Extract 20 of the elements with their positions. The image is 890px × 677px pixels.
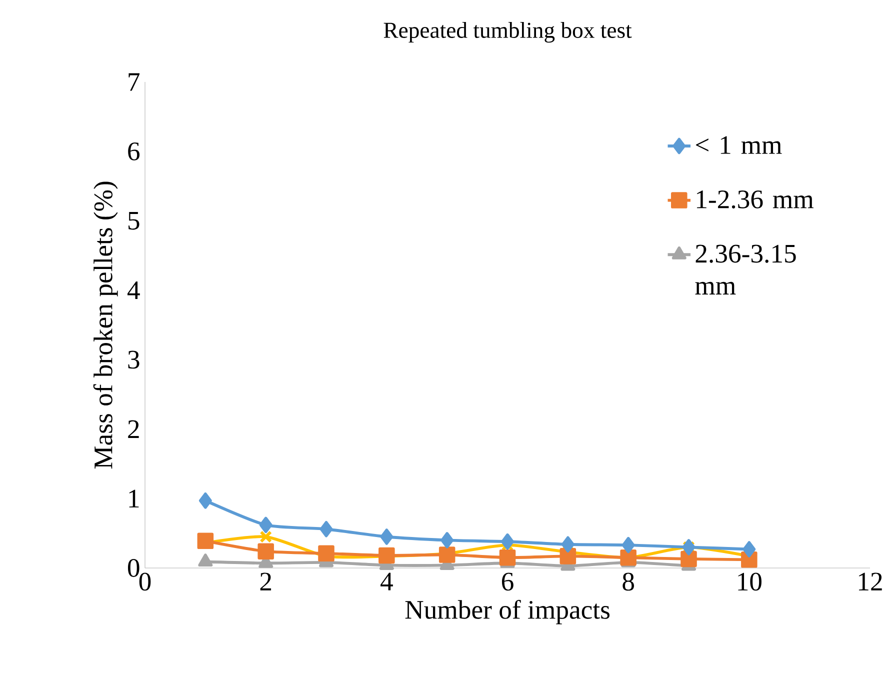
x-tick-label: 6 xyxy=(502,572,514,591)
y-tick-label: 1 xyxy=(129,490,139,508)
y-axis-title: Mass of broken pellets (%) xyxy=(93,182,118,469)
y-tick-label: 7 xyxy=(128,73,140,91)
legend-label: < 1 mm xyxy=(696,136,782,154)
legend-label: 2.36-3.15 mm xyxy=(695,244,796,294)
y-tick-label: 3 xyxy=(128,350,140,369)
x-axis-title: Number of impacts xyxy=(405,600,610,624)
x-tick-label: 8 xyxy=(622,572,634,591)
y-tick-label: 4 xyxy=(127,282,140,300)
chart-title: Repeated tumbling box test xyxy=(384,22,632,43)
x-tick-label: 4 xyxy=(380,572,393,590)
x-tick-label: 2 xyxy=(260,572,272,590)
y-tick-label: 5 xyxy=(128,212,140,230)
y-tick-label: 6 xyxy=(128,142,140,160)
x-tick-label: 12 xyxy=(859,572,882,590)
x-tick-label: 10 xyxy=(738,572,762,591)
y-tick-label: 2 xyxy=(128,420,139,438)
y-tick-label: 0 xyxy=(128,558,140,577)
legend-label: 1-2.36 mm xyxy=(696,190,814,208)
